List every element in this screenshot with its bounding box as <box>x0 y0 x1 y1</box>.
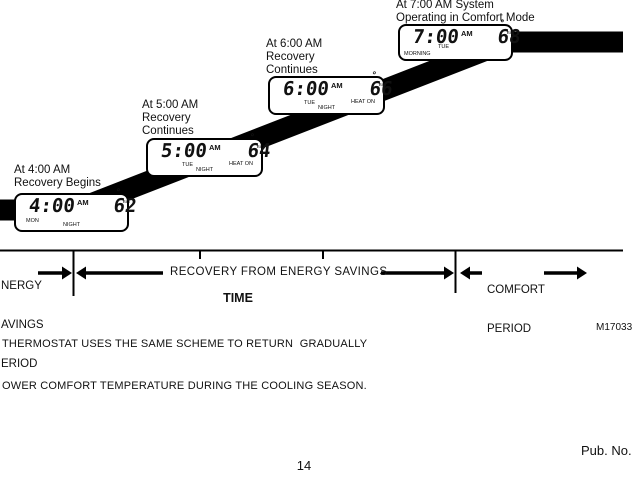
lcd-day: TUE <box>304 100 315 106</box>
lcd-tag: F <box>379 82 382 87</box>
step-label-line: Continues <box>142 125 194 137</box>
lcd-time: 7:00 <box>411 26 461 48</box>
lcd-tag: SET <box>257 144 265 149</box>
step-label-4am: At 4:00 AM Recovery Begins <box>14 164 101 190</box>
lcd-meridiem: AM <box>331 81 343 90</box>
comfort-label-line: COMFORT <box>487 284 545 296</box>
comfort-arrow-head-left <box>460 266 470 280</box>
step-label-line: Continues <box>266 64 318 76</box>
step-label-line: Recovery <box>266 51 315 63</box>
recovery-from-energy-savings-label: RECOVERY FROM ENERGY SAVINGS <box>170 266 388 278</box>
step-label-line: Recovery Begins <box>14 177 101 189</box>
lcd-tag: SET <box>507 30 515 35</box>
step-label-line: At 5:00 AM <box>142 99 199 111</box>
step-label-line: At 4:00 AM <box>14 164 71 176</box>
step-label-line: Recovery <box>142 112 191 124</box>
step-label-7am: At 7:00 AM System Operating in Comfort M… <box>396 0 535 25</box>
caption-line: OWER COMFORT TEMPERATURE DURING THE COOL… <box>2 380 367 392</box>
figure-caption: THERMOSTAT USES THE SAME SCHEME TO RETUR… <box>2 309 367 421</box>
lcd-day: TUE <box>182 162 193 168</box>
lcd-period: NIGHT <box>317 105 336 111</box>
step-label-line: At 7:00 AM System <box>396 0 494 11</box>
figure-number: M17033 <box>596 322 633 333</box>
energy-label-line: ERIOD <box>1 358 38 370</box>
thermostat-display-6am: 6:00 AM 66 ° SET F TUE NIGHT HEAT ON <box>268 71 394 115</box>
publication-label: Pub. No. <box>581 443 632 458</box>
step-label-6am: At 6:00 AM Recovery Continues <box>266 38 322 77</box>
page-number: 14 <box>296 458 312 473</box>
lcd-time: 6:00 <box>281 78 331 100</box>
energy-savings-period-label: NERGY AVINGS ERIOD <box>1 254 44 397</box>
lcd-time: 5:00 <box>159 140 209 162</box>
step-label-5am: At 5:00 AM Recovery Continues <box>142 99 198 138</box>
caption-line: THERMOSTAT USES THE SAME SCHEME TO RETUR… <box>2 338 368 350</box>
lcd-day: TUE <box>438 44 449 50</box>
lcd-period: NIGHT <box>62 222 81 228</box>
lcd-meridiem: AM <box>461 29 473 38</box>
time-axis-label: TIME <box>223 291 253 305</box>
lcd-meridiem: AM <box>209 143 221 152</box>
energy-arrow-head <box>62 266 72 280</box>
lcd-heat-on-indicator: HEAT ON <box>229 161 253 167</box>
recovery-arrow-head-right <box>444 266 454 280</box>
step-label-line: Operating in Comfort Mode <box>396 12 535 24</box>
lcd-heat-on-indicator: HEAT ON <box>351 99 375 105</box>
recovery-arrow-head-left <box>76 266 86 280</box>
thermostat-display-5am: 5:00 AM 64 ° SET F TUE NIGHT HEAT ON <box>146 133 272 177</box>
lcd-meridiem: AM <box>77 198 89 207</box>
step-label-line: At 6:00 AM <box>266 38 323 50</box>
lcd-tag: SET <box>379 82 387 87</box>
comfort-label-line: PERIOD <box>487 323 532 335</box>
energy-label-line: AVINGS <box>1 319 44 331</box>
lcd-tag: F <box>123 199 126 204</box>
comfort-arrow-head-right <box>577 266 587 280</box>
thermostat-display-4am: 4:00 AM 62 ° SET F MON NIGHT <box>14 188 138 232</box>
comfort-period-label: COMFORT PERIOD <box>487 258 545 362</box>
lcd-tag: SET <box>123 199 131 204</box>
energy-label-line: NERGY <box>1 280 42 292</box>
lcd-time: 4:00 <box>27 195 77 217</box>
lcd-tag: F <box>257 144 260 149</box>
lcd-day: MON <box>26 218 39 224</box>
lcd-period: MORNING <box>404 51 431 57</box>
lcd-period: NIGHT <box>195 167 214 173</box>
lcd-tag: F <box>507 30 510 35</box>
thermostat-display-7am: 7:00 AM 68 ° SET F TUE MORNING <box>398 19 522 61</box>
